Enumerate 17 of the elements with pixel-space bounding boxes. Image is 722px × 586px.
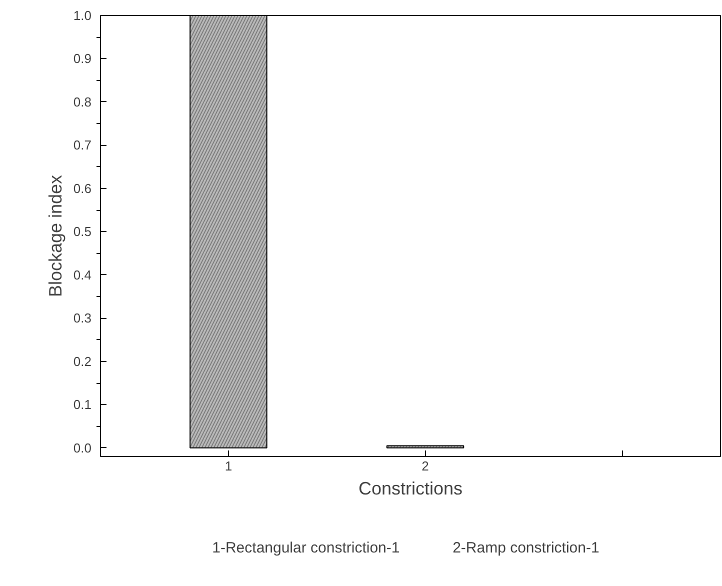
x-axis-title: Constrictions [358,478,463,498]
y-tick-label: 1.0 [73,8,92,23]
x-tick-label: 1 [224,458,232,474]
y-tick-label: 0.0 [73,440,92,456]
y-tick-label: 0.3 [73,310,92,326]
text: 2-Ramp constriction-1 [452,540,600,556]
y-tick-label: 0.5 [73,224,92,240]
y-tick-label: 0.8 [73,94,92,110]
y-tick-label: 0.1 [73,397,92,412]
y-tick-label: 0.4 [73,267,92,282]
x-tick-label: 2 [422,458,429,474]
y-tick-label: 0.9 [73,51,92,66]
y-axis-title: Blockage index [45,174,66,298]
y-tick-label: 0.7 [73,138,92,153]
y-tick-label: 0.6 [73,180,92,196]
y-tick-label: 0.2 [73,354,92,369]
text: 1-Rectangular constriction-1 [212,540,400,556]
